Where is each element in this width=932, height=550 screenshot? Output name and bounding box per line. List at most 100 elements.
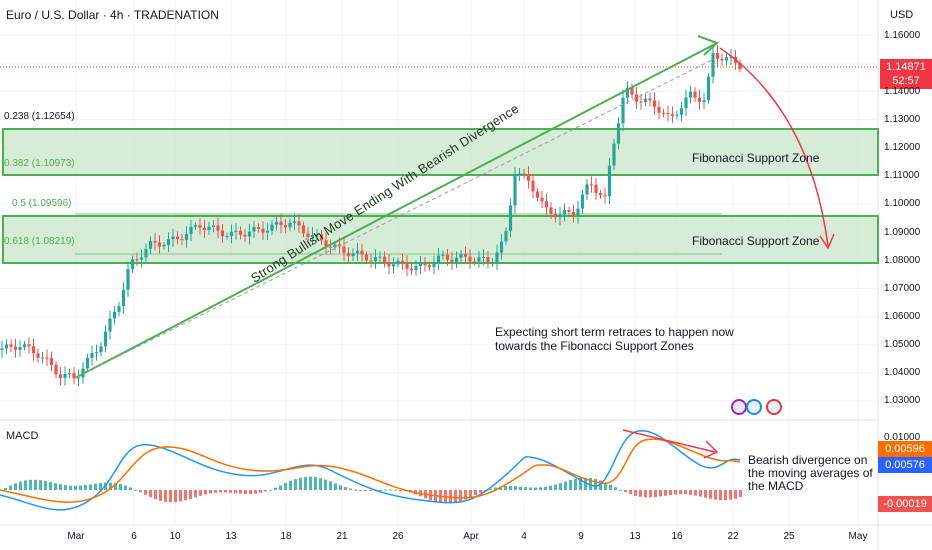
histogram-bar (144, 490, 147, 495)
candle-body (400, 260, 405, 264)
candle-body (49, 358, 54, 365)
candle-body (324, 240, 328, 247)
histogram-bar (684, 490, 687, 495)
currency-label[interactable]: USD (890, 9, 914, 21)
candle-body (180, 239, 184, 241)
y-tick: 1.11000 (884, 170, 920, 181)
y-tick: 1.12000 (884, 142, 921, 153)
candle-body (166, 239, 171, 246)
candle-body (211, 225, 216, 227)
candle-body (58, 374, 63, 379)
histogram-bar (539, 487, 542, 490)
x-tick: 22 (727, 531, 739, 542)
x-tick: 10 (169, 531, 181, 542)
candle-body (634, 94, 639, 102)
histogram-bar (359, 490, 362, 491)
histogram-bar (224, 490, 227, 493)
candle-body (553, 213, 558, 218)
candle-body (382, 256, 387, 263)
candle-body (76, 377, 81, 379)
histogram-bar (574, 478, 577, 490)
bar-countdown-tag: 52:57 (880, 73, 932, 89)
candle-body (297, 221, 301, 226)
histogram-bar (674, 490, 677, 495)
histogram-bar (299, 477, 302, 490)
histogram-bar (349, 488, 352, 490)
histogram-bar (629, 490, 632, 495)
histogram-bar (459, 490, 462, 502)
candle-body (108, 318, 112, 332)
candle-body (103, 331, 108, 347)
y-tick: 1.06000 (884, 311, 921, 322)
candle-body (265, 230, 270, 233)
candle-body (189, 226, 193, 235)
candle-body (486, 257, 490, 263)
candle-body (319, 234, 324, 241)
histogram-bar (379, 489, 382, 491)
candle-body (468, 256, 472, 262)
candle-body (328, 246, 333, 248)
histogram-bar (699, 490, 702, 497)
histogram-bar (89, 484, 92, 490)
histogram-bar (154, 490, 157, 500)
upper-zone-label: Fibonacci Support Zone (692, 151, 820, 165)
y-tick: 1.16000 (884, 30, 921, 41)
candle-body (148, 240, 153, 249)
histogram-bar (564, 481, 567, 490)
histogram-bar (324, 479, 327, 490)
histogram-bar (554, 484, 557, 490)
fib-level-0382: 0.382 (1.10973) (4, 158, 75, 169)
histogram-bar (679, 490, 682, 495)
candle-body (157, 242, 162, 247)
event-icon[interactable] (746, 399, 762, 415)
histogram-bar (114, 483, 117, 490)
histogram-bar (269, 489, 272, 491)
x-tick: May (848, 531, 868, 542)
candle-body (459, 254, 463, 258)
histogram-bar (469, 490, 472, 498)
histogram-bar (244, 490, 247, 495)
lightning-icon[interactable] (731, 399, 747, 415)
histogram-bar (499, 486, 502, 490)
candle-body (463, 254, 468, 257)
candle-body (688, 91, 693, 98)
x-tick: 13 (629, 531, 641, 542)
dividend-icon[interactable] (766, 399, 782, 415)
macd-indicator-title[interactable]: MACD (6, 430, 39, 442)
candle-body (540, 197, 544, 202)
y-tick: 1.03000 (884, 395, 921, 406)
histogram-bar (514, 486, 517, 490)
candle-body (45, 357, 49, 359)
candle-body (229, 231, 234, 236)
x-tick: 9 (578, 531, 584, 542)
x-tick: 21 (336, 531, 348, 542)
histogram-bar (79, 485, 82, 490)
candle-body (346, 252, 351, 257)
x-tick: Apr (463, 531, 479, 542)
histogram-bar (724, 490, 727, 501)
candle-body (40, 357, 45, 359)
candle-body (306, 233, 310, 238)
histogram-bar (604, 482, 607, 490)
signal-value-tag: 0.00596 (878, 441, 932, 457)
histogram-bar (599, 480, 602, 490)
histogram-bar (239, 490, 242, 494)
candle-body (72, 373, 76, 379)
histogram-bar (294, 479, 297, 490)
candle-body (508, 205, 513, 231)
histogram-bar (339, 485, 342, 490)
histogram-bar (149, 490, 152, 498)
symbol-title[interactable]: Euro / U.S. Dollar · 4h · TRADENATION (6, 8, 219, 22)
macd-divergence-line (622, 429, 716, 453)
macd-note-line2: the moving averages of (748, 466, 873, 480)
histogram-bar (534, 487, 537, 490)
histogram-bar (394, 489, 397, 491)
histogram-bar (289, 480, 292, 490)
x-tick: 4 (521, 531, 527, 542)
histogram-bar (134, 489, 137, 491)
candle-body (94, 352, 99, 354)
histogram-bar (559, 483, 562, 490)
histogram-bar (344, 487, 347, 490)
macd-y-tick: 0.01000 (884, 432, 921, 443)
